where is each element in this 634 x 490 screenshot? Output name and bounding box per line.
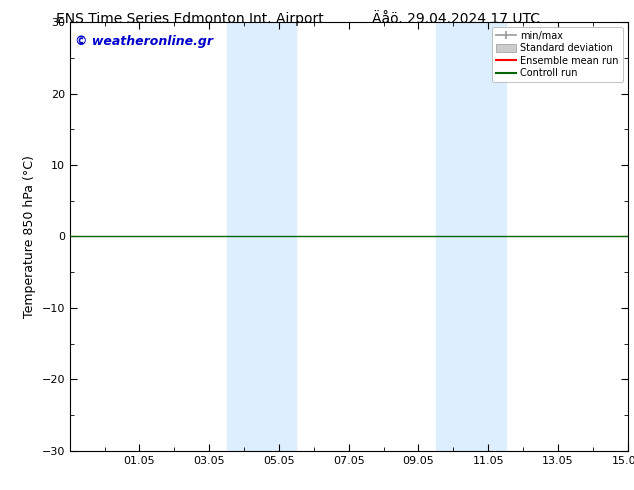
- Y-axis label: Temperature 850 hPa (°C): Temperature 850 hPa (°C): [23, 155, 36, 318]
- Text: ENS Time Series Edmonton Int. Airport: ENS Time Series Edmonton Int. Airport: [56, 12, 324, 26]
- Legend: min/max, Standard deviation, Ensemble mean run, Controll run: min/max, Standard deviation, Ensemble me…: [492, 27, 623, 82]
- Text: © weatheronline.gr: © weatheronline.gr: [75, 35, 213, 48]
- Text: Äåö. 29.04.2024 17 UTC: Äåö. 29.04.2024 17 UTC: [373, 12, 540, 26]
- Bar: [226, 22, 296, 451]
- Bar: [436, 22, 506, 451]
